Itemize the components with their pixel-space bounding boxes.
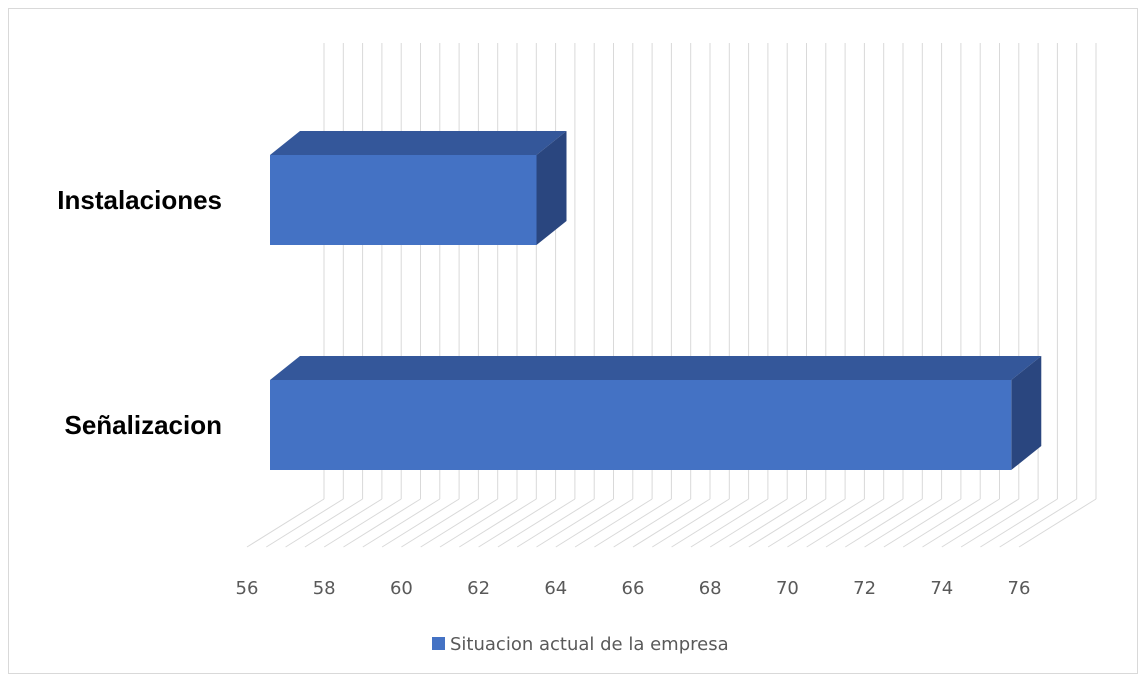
x-tick-label: 74 [930, 578, 953, 599]
gridline [980, 498, 1058, 548]
gridline [401, 498, 479, 548]
category-label: Señalizacion [65, 410, 223, 440]
gridline [787, 498, 865, 548]
gridline [845, 498, 923, 548]
x-tick-label: 62 [467, 578, 490, 599]
bar-front-face [270, 155, 537, 245]
gridline [362, 498, 441, 548]
gridline [748, 498, 827, 548]
legend-marker [432, 637, 445, 650]
gridline [883, 498, 962, 548]
gridline [671, 498, 749, 548]
gridline [709, 498, 788, 548]
bar-top-face [270, 356, 1042, 380]
gridline [999, 498, 1077, 548]
gridline [729, 498, 807, 548]
gridline [439, 498, 518, 548]
gridline [459, 498, 537, 548]
gridline [323, 498, 402, 548]
gridline [516, 498, 595, 548]
gridline [902, 498, 981, 548]
x-tick-label: 72 [853, 578, 876, 599]
gridline [536, 498, 614, 548]
chart-frame [8, 8, 1138, 674]
x-tick-label: 58 [313, 578, 336, 599]
x-tick-label: 70 [776, 578, 799, 599]
gridline [652, 498, 730, 548]
bar-top-face [270, 131, 567, 155]
x-tick-label: 60 [390, 578, 413, 599]
gridline [1018, 498, 1097, 548]
x-tick-label: 76 [1008, 578, 1031, 599]
gridline [574, 498, 653, 548]
bar [270, 131, 567, 245]
gridline [555, 498, 634, 548]
x-tick-label: 68 [699, 578, 722, 599]
gridline [420, 498, 498, 548]
legend-label: Situacion actual de la empresa [450, 634, 729, 655]
gridline [690, 498, 769, 548]
gridline [941, 498, 1020, 548]
gridline [767, 498, 846, 548]
gridline [246, 498, 325, 548]
gridline [343, 498, 421, 548]
bar [270, 356, 1042, 470]
gridline [304, 498, 383, 548]
gridline [825, 498, 904, 548]
gridline [613, 498, 691, 548]
x-tick-label: 66 [622, 578, 645, 599]
gridline [266, 498, 344, 548]
gridline [497, 498, 576, 548]
gridline [478, 498, 556, 548]
gridline [632, 498, 711, 548]
x-tick-label: 56 [236, 578, 259, 599]
gridline [922, 498, 1000, 548]
gridlines [246, 43, 1097, 548]
bar-side-face [536, 131, 567, 245]
gridline [864, 498, 942, 548]
gridline [285, 498, 363, 548]
category-label: Instalaciones [57, 185, 222, 215]
x-tick-label: 64 [544, 578, 567, 599]
gridline [594, 498, 672, 548]
gridline [960, 498, 1039, 548]
gridline [806, 498, 884, 548]
bar-front-face [270, 380, 1012, 470]
gridline [381, 498, 460, 548]
bar-side-face [1011, 356, 1042, 470]
